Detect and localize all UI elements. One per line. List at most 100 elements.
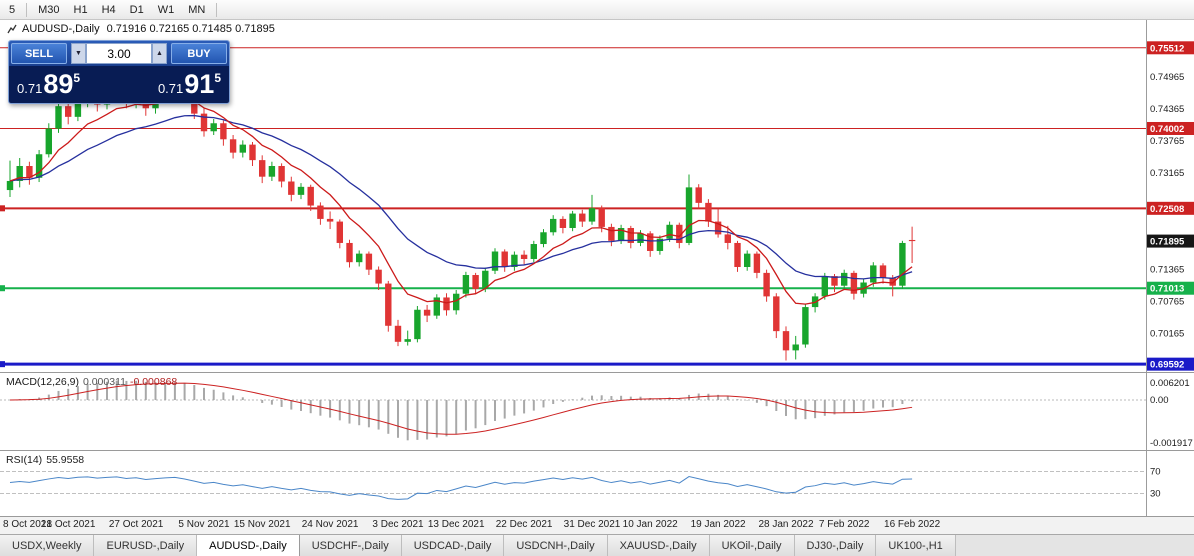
svg-text:0.74965: 0.74965 <box>1150 72 1184 83</box>
chart-tabs-bar: USDX,Weekly EURUSD-,Daily AUDUSD-,Daily USD… <box>0 534 1194 556</box>
chart-ohlc-values: 0.71916 0.72165 0.71485 0.71895 <box>106 23 275 35</box>
timeframe-button-MN[interactable]: MN <box>181 2 212 18</box>
candlesticks-layer[interactable] <box>6 83 916 361</box>
svg-text:70: 70 <box>1150 467 1161 478</box>
svg-text:0.70165: 0.70165 <box>1150 329 1184 340</box>
rsi-label: RSI(14) <box>6 454 43 466</box>
svg-text:0.75512: 0.75512 <box>1150 43 1184 54</box>
chart-symbol-icon <box>7 24 17 34</box>
date-label: 3 Dec 2021 <box>372 519 424 530</box>
price-line-badge <box>1147 281 1194 295</box>
chart-title: AUDUSD-,Daily 0.71916 0.72165 0.71485 0.… <box>7 23 275 35</box>
svg-text:0.00: 0.00 <box>1150 395 1169 406</box>
price-chart[interactable]: 0.74965 0.74365 0.73765 0.73165 0.71365 0.707… <box>0 20 1194 372</box>
macd-panel: 0.006201 0.00 -0.001917 MACD(12,26,9) 0.000… <box>0 372 1194 450</box>
date-label: 22 Dec 2021 <box>495 519 553 530</box>
chart-tab-dj30-daily[interactable]: DJ30-,Daily <box>794 535 877 556</box>
svg-text:0.74365: 0.74365 <box>1150 104 1184 115</box>
date-label: 24 Nov 2021 <box>301 519 359 530</box>
timeframe-button-5[interactable]: 5 <box>2 2 22 18</box>
ask-price: 0.71 91 5 <box>158 71 221 98</box>
bid-pipette: 5 <box>73 71 81 85</box>
line-anchor-marker[interactable] <box>0 205 5 212</box>
svg-text:0.71013: 0.71013 <box>1150 284 1184 295</box>
bid-prefix: 0.71 <box>17 81 43 96</box>
ask-big-digits: 91 <box>184 69 215 99</box>
time-axis[interactable]: 8 Oct 2021 18 Oct 2021 27 Oct 2021 5 Nov 20… <box>0 516 1194 534</box>
chart-tab-audusd-daily[interactable]: AUDUSD-,Daily <box>197 535 300 556</box>
macd-header: MACD(12,26,9) 0.000311 -0.000868 <box>6 376 177 388</box>
date-label: 5 Nov 2021 <box>178 519 230 530</box>
date-label: 13 Dec 2021 <box>427 519 485 530</box>
chart-tab-uk100-h1[interactable]: UK100-,H1 <box>876 535 956 556</box>
chart-tab-usdchf-daily[interactable]: USDCHF-,Daily <box>299 535 402 556</box>
volume-down-button[interactable]: ▼ <box>71 43 86 64</box>
date-label: 8 Oct 2021 <box>3 519 52 530</box>
price-line-badge <box>1147 201 1194 215</box>
macd-signal-value: -0.000868 <box>129 376 178 388</box>
toolbar-separator <box>26 2 28 17</box>
date-label: 18 Oct 2021 <box>40 519 96 530</box>
svg-text:30: 30 <box>1150 489 1161 500</box>
chart-tab-usdcad-daily[interactable]: USDCAD-,Daily <box>401 535 505 556</box>
volume-up-button[interactable]: ▲ <box>152 43 167 64</box>
toolbar-separator <box>216 2 218 17</box>
price-line-badge <box>1147 121 1194 135</box>
date-label: 31 Dec 2021 <box>563 519 621 530</box>
date-label: 28 Jan 2022 <box>758 519 814 530</box>
trade-controls-row: SELL ▼ ▲ BUY <box>9 41 229 66</box>
line-anchor-marker[interactable] <box>0 361 5 368</box>
chart-tab-eurusd-daily[interactable]: EURUSD-,Daily <box>94 535 198 556</box>
timeframe-button-H1[interactable]: H1 <box>67 2 95 18</box>
svg-text:0.71365: 0.71365 <box>1150 264 1184 275</box>
sell-button[interactable]: SELL <box>11 43 67 64</box>
ma-slow-line <box>9 114 913 280</box>
date-label: 15 Nov 2021 <box>233 519 291 530</box>
svg-text:0.74002: 0.74002 <box>1150 124 1184 135</box>
price-line-badge <box>1147 357 1194 371</box>
bid-price: 0.71 89 5 <box>17 71 80 98</box>
chart-tab-ukoil-daily[interactable]: UKOil-,Daily <box>709 535 795 556</box>
macd-label: MACD(12,26,9) <box>6 376 79 388</box>
timeframe-button-W1[interactable]: W1 <box>151 2 182 18</box>
rsi-panel: 70 30 RSI(14) 55.9558 <box>0 450 1194 516</box>
timeframe-button-D1[interactable]: D1 <box>123 2 151 18</box>
price-line-badge <box>1147 41 1194 55</box>
chart-window: 0.74965 0.74365 0.73765 0.73165 0.71365 0.707… <box>0 20 1194 534</box>
current-price-badge <box>1147 234 1194 248</box>
buy-button[interactable]: BUY <box>171 43 227 64</box>
date-label: 19 Jan 2022 <box>690 519 746 530</box>
ask-prefix: 0.71 <box>157 81 184 96</box>
price-panel: 0.74965 0.74365 0.73765 0.73165 0.71365 0.707… <box>0 20 1194 372</box>
svg-text:0.70765: 0.70765 <box>1150 296 1184 307</box>
svg-text:0.006201: 0.006201 <box>1150 378 1190 389</box>
svg-text:0.73765: 0.73765 <box>1150 136 1184 147</box>
rsi-chart[interactable]: 70 30 <box>0 451 1194 516</box>
svg-text:0.71895: 0.71895 <box>1150 237 1185 248</box>
volume-input[interactable] <box>86 43 152 64</box>
date-label: 27 Oct 2021 <box>108 519 164 530</box>
timeframe-button-M30[interactable]: M30 <box>31 2 66 18</box>
chart-symbol-period: AUDUSD-,Daily <box>22 23 100 35</box>
macd-histogram <box>18 380 914 441</box>
macd-chart[interactable]: 0.006201 0.00 -0.001917 <box>0 373 1194 450</box>
timeframe-button-H4[interactable]: H4 <box>95 2 123 18</box>
macd-main-value: 0.000311 <box>82 376 126 388</box>
timeframe-toolbar: 5 M30 H1 H4 D1 W1 MN <box>0 0 1194 20</box>
svg-text:0.72508: 0.72508 <box>1150 204 1184 215</box>
volume-control: ▼ ▲ <box>71 43 167 64</box>
date-label: 10 Jan 2022 <box>622 519 678 530</box>
svg-text:0.69592: 0.69592 <box>1150 360 1184 371</box>
macd-signal-line <box>9 382 913 435</box>
quote-row: 0.71 89 5 0.71 91 5 <box>9 66 229 103</box>
bid-big-digits: 89 <box>43 69 74 99</box>
line-anchor-marker[interactable] <box>0 285 5 292</box>
chart-tab-usdcnh-daily[interactable]: USDCNH-,Daily <box>504 535 608 556</box>
rsi-line <box>9 476 913 500</box>
chart-tab-usdx-weekly[interactable]: USDX,Weekly <box>0 535 95 556</box>
chart-tab-xauusd-daily[interactable]: XAUUSD-,Daily <box>607 535 710 556</box>
date-label: 7 Feb 2022 <box>818 519 870 530</box>
ask-pipette: 5 <box>214 71 221 85</box>
